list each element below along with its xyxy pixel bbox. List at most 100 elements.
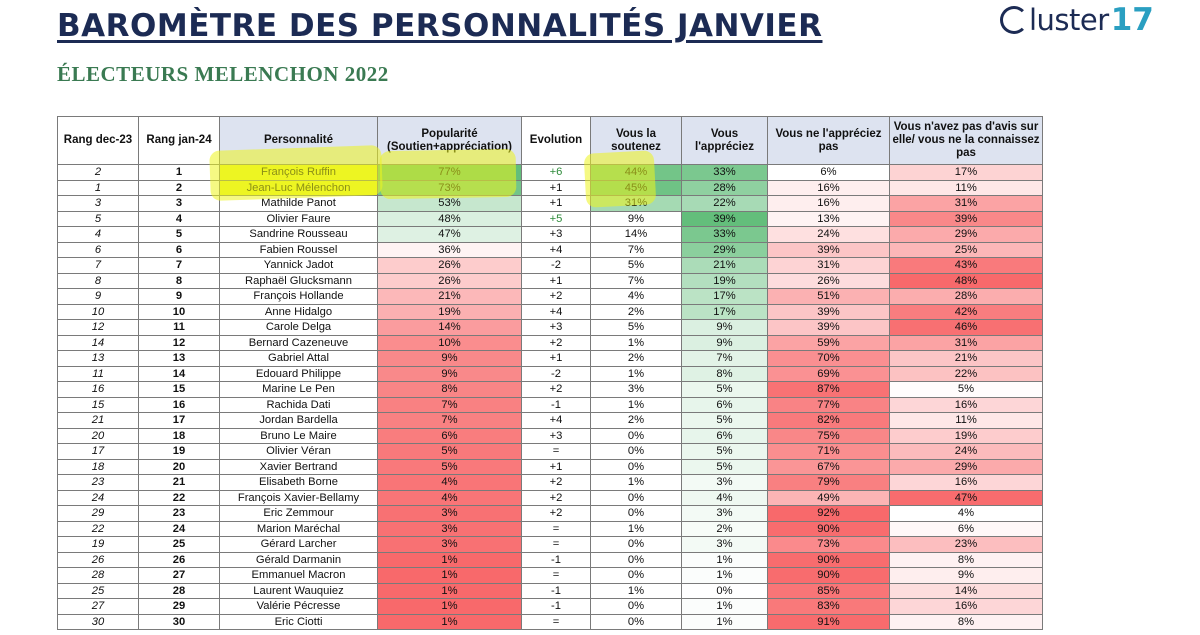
no-opinion-cell: 48%: [889, 272, 1043, 289]
rank-dec-cell: 4: [57, 226, 139, 243]
rank-dec-cell: 7: [57, 257, 139, 274]
rank-dec-cell: 17: [57, 443, 139, 460]
table-row: 16 15 Marine Le Pen 8% +2 3% 5% 87% 5%: [57, 381, 1043, 398]
personality-cell: Rachida Dati: [219, 396, 378, 413]
rank-jan-cell: 9: [138, 288, 220, 305]
personality-cell: Raphaël Glucksmann: [219, 272, 378, 289]
col-header-personnalite: Personnalité: [219, 116, 378, 165]
rank-dec-cell: 23: [57, 474, 139, 491]
appreciation-cell: 17%: [681, 288, 768, 305]
support-cell: 14%: [590, 226, 682, 243]
disapproval-cell: 90%: [767, 520, 890, 537]
evolution-cell: +6: [521, 164, 591, 181]
personality-cell: Marion Maréchal: [219, 520, 378, 537]
popularity-cell: 53%: [377, 195, 522, 212]
appreciation-cell: 19%: [681, 272, 768, 289]
no-opinion-cell: 24%: [889, 443, 1043, 460]
rank-jan-cell: 16: [138, 396, 220, 413]
support-cell: 7%: [590, 241, 682, 258]
table-row: 12 11 Carole Delga 14% +3 5% 9% 39% 46%: [57, 319, 1043, 336]
popularity-cell: 8%: [377, 381, 522, 398]
no-opinion-cell: 23%: [889, 536, 1043, 553]
rank-dec-cell: 16: [57, 381, 139, 398]
support-cell: 0%: [590, 427, 682, 444]
rank-dec-cell: 14: [57, 334, 139, 351]
rank-jan-cell: 23: [138, 505, 220, 522]
rank-jan-cell: 30: [138, 613, 220, 630]
rank-dec-cell: 24: [57, 489, 139, 506]
no-opinion-cell: 16%: [889, 474, 1043, 491]
support-cell: 3%: [590, 381, 682, 398]
no-opinion-cell: 5%: [889, 381, 1043, 398]
popularity-cell: 6%: [377, 427, 522, 444]
no-opinion-cell: 43%: [889, 257, 1043, 274]
table-row: 1 2 Jean-Luc Mélenchon 73% +1 45% 28% 16% 11%: [57, 179, 1043, 196]
disapproval-cell: 87%: [767, 381, 890, 398]
popularity-cell: 5%: [377, 458, 522, 475]
appreciation-cell: 21%: [681, 257, 768, 274]
disapproval-cell: 39%: [767, 303, 890, 320]
popularity-cell: 19%: [377, 303, 522, 320]
disapproval-cell: 59%: [767, 334, 890, 351]
disapproval-cell: 90%: [767, 551, 890, 568]
evolution-cell: -1: [521, 551, 591, 568]
no-opinion-cell: 28%: [889, 288, 1043, 305]
appreciation-cell: 8%: [681, 365, 768, 382]
appreciation-cell: 33%: [681, 226, 768, 243]
logo-c-ring-icon: [1000, 6, 1028, 34]
disapproval-cell: 16%: [767, 179, 890, 196]
personality-cell: Bruno Le Maire: [219, 427, 378, 444]
table-row: 20 18 Bruno Le Maire 6% +3 0% 6% 75% 19%: [57, 427, 1043, 444]
popularity-cell: 9%: [377, 350, 522, 367]
appreciation-cell: 3%: [681, 474, 768, 491]
no-opinion-cell: 9%: [889, 567, 1043, 584]
personality-cell: Eric Zemmour: [219, 505, 378, 522]
rank-jan-cell: 1: [138, 164, 220, 181]
evolution-cell: -1: [521, 582, 591, 599]
appreciation-cell: 9%: [681, 319, 768, 336]
rank-jan-cell: 18: [138, 427, 220, 444]
no-opinion-cell: 8%: [889, 613, 1043, 630]
table-row: 7 7 Yannick Jadot 26% -2 5% 21% 31% 43%: [57, 257, 1043, 274]
evolution-cell: +2: [521, 505, 591, 522]
personality-cell: François Hollande: [219, 288, 378, 305]
support-cell: 0%: [590, 613, 682, 630]
support-cell: 1%: [590, 396, 682, 413]
rank-jan-cell: 6: [138, 241, 220, 258]
appreciation-cell: 22%: [681, 195, 768, 212]
rank-jan-cell: 5: [138, 226, 220, 243]
popularity-cell: 5%: [377, 443, 522, 460]
personality-cell: Bernard Cazeneuve: [219, 334, 378, 351]
disapproval-cell: 39%: [767, 319, 890, 336]
disapproval-cell: 69%: [767, 365, 890, 382]
personality-cell: Valérie Pécresse: [219, 598, 378, 615]
no-opinion-cell: 31%: [889, 195, 1043, 212]
page-subtitle: ÉLECTEURS MELENCHON 2022: [57, 62, 389, 86]
rank-jan-cell: 29: [138, 598, 220, 615]
personality-cell: Edouard Philippe: [219, 365, 378, 382]
popularity-cell: 1%: [377, 567, 522, 584]
rank-jan-cell: 15: [138, 381, 220, 398]
rank-jan-cell: 24: [138, 520, 220, 537]
popularity-cell: 7%: [377, 412, 522, 429]
popularity-cell: 1%: [377, 551, 522, 568]
support-cell: 2%: [590, 303, 682, 320]
appreciation-cell: 5%: [681, 443, 768, 460]
support-cell: 44%: [590, 164, 682, 181]
support-cell: 31%: [590, 195, 682, 212]
logo-number: 17: [1110, 2, 1154, 38]
table-row: 30 30 Eric Ciotti 1% = 0% 1% 91% 8%: [57, 613, 1043, 630]
popularity-cell: 4%: [377, 489, 522, 506]
evolution-cell: +4: [521, 303, 591, 320]
disapproval-cell: 75%: [767, 427, 890, 444]
personality-cell: Gérald Darmanin: [219, 551, 378, 568]
personality-cell: Olivier Faure: [219, 210, 378, 227]
table-row: 14 12 Bernard Cazeneuve 10% +2 1% 9% 59% 31%: [57, 334, 1043, 351]
personality-cell: Mathilde Panot: [219, 195, 378, 212]
col-header-soutenez: Vous la soutenez: [590, 116, 682, 165]
evolution-cell: +1: [521, 195, 591, 212]
disapproval-cell: 82%: [767, 412, 890, 429]
evolution-cell: +2: [521, 334, 591, 351]
col-header-rank-dec: Rang dec-23: [57, 116, 139, 165]
no-opinion-cell: 21%: [889, 350, 1043, 367]
